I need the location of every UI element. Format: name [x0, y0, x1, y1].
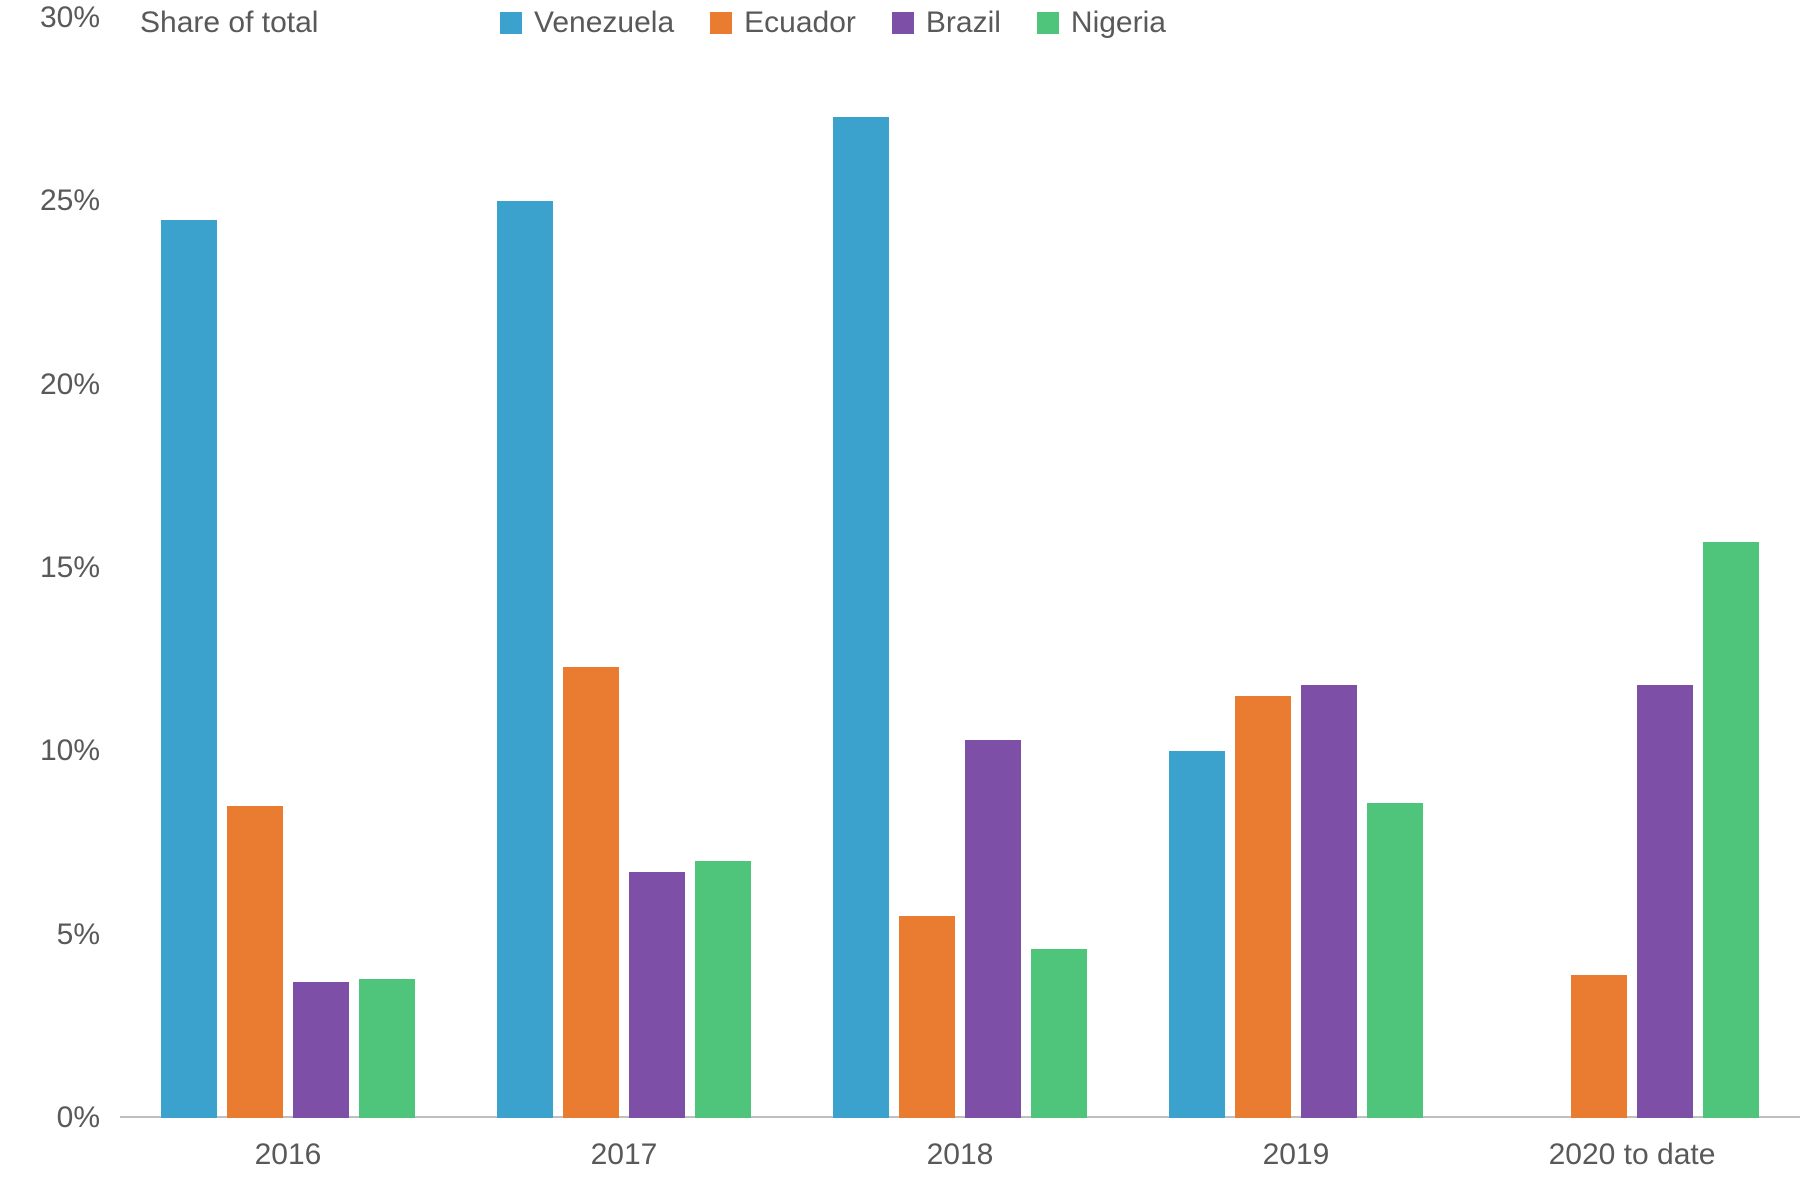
bar [1637, 685, 1693, 1118]
x-tick-label: 2016 [255, 1138, 322, 1172]
y-tick-label: 15% [40, 551, 100, 585]
bar [227, 806, 283, 1118]
bar [1571, 975, 1627, 1118]
x-tick-label: 2017 [591, 1138, 658, 1172]
bar [1703, 542, 1759, 1118]
bar [359, 979, 415, 1118]
y-tick-label: 30% [40, 1, 100, 35]
y-tick-label: 0% [57, 1101, 100, 1135]
bar [629, 872, 685, 1118]
bar [293, 982, 349, 1118]
bar [497, 201, 553, 1118]
plot-area [120, 18, 1800, 1118]
y-tick-label: 25% [40, 184, 100, 218]
y-tick-label: 10% [40, 734, 100, 768]
bar [1301, 685, 1357, 1118]
bar [161, 220, 217, 1118]
x-tick-label: 2019 [1263, 1138, 1330, 1172]
bar [1235, 696, 1291, 1118]
bar [563, 667, 619, 1118]
bar [695, 861, 751, 1118]
share-chart: Share of total VenezuelaEcuadorBrazilNig… [0, 0, 1812, 1196]
bar [899, 916, 955, 1118]
bar [1169, 751, 1225, 1118]
x-tick-label: 2018 [927, 1138, 994, 1172]
y-tick-label: 20% [40, 368, 100, 402]
y-tick-label: 5% [57, 918, 100, 952]
x-tick-label: 2020 to date [1549, 1138, 1716, 1172]
bar [1031, 949, 1087, 1118]
bar [833, 117, 889, 1118]
bar [965, 740, 1021, 1118]
bar [1367, 803, 1423, 1118]
